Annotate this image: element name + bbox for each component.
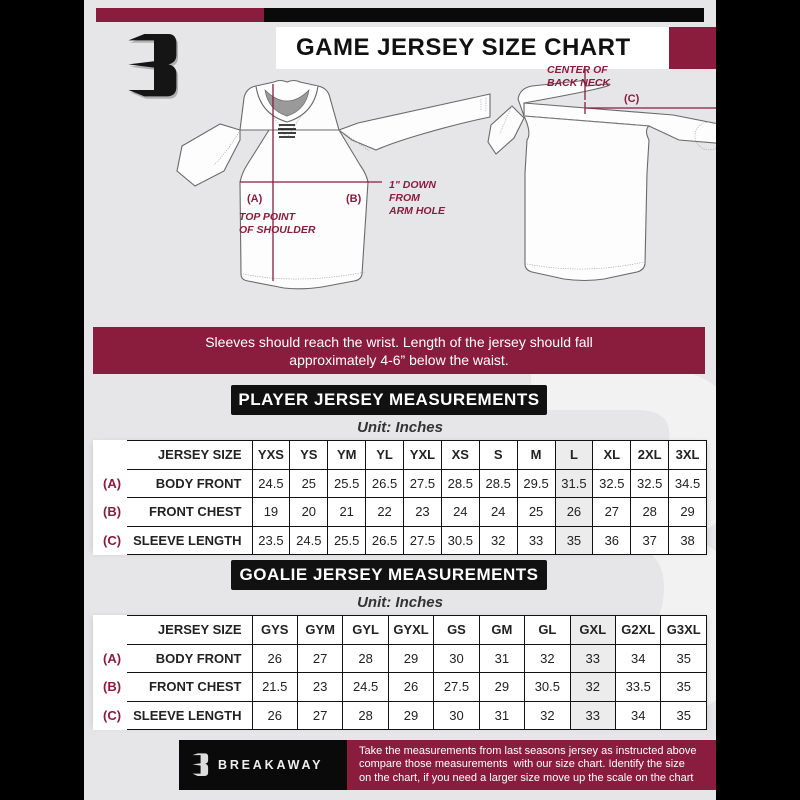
svg-text:ARM HOLE: ARM HOLE	[388, 205, 446, 217]
svg-text:BACK NECK: BACK NECK	[547, 77, 611, 89]
svg-text:1" DOWN: 1" DOWN	[389, 179, 436, 191]
svg-text:(B): (B)	[346, 193, 362, 205]
svg-text:OF SHOULDER: OF SHOULDER	[239, 224, 316, 236]
svg-text:TOP POINT: TOP POINT	[239, 211, 297, 223]
svg-text:FROM: FROM	[389, 192, 420, 204]
svg-text:(A): (A)	[247, 193, 263, 205]
svg-text:CENTER OF: CENTER OF	[547, 64, 608, 76]
svg-text:(C): (C)	[624, 93, 640, 105]
